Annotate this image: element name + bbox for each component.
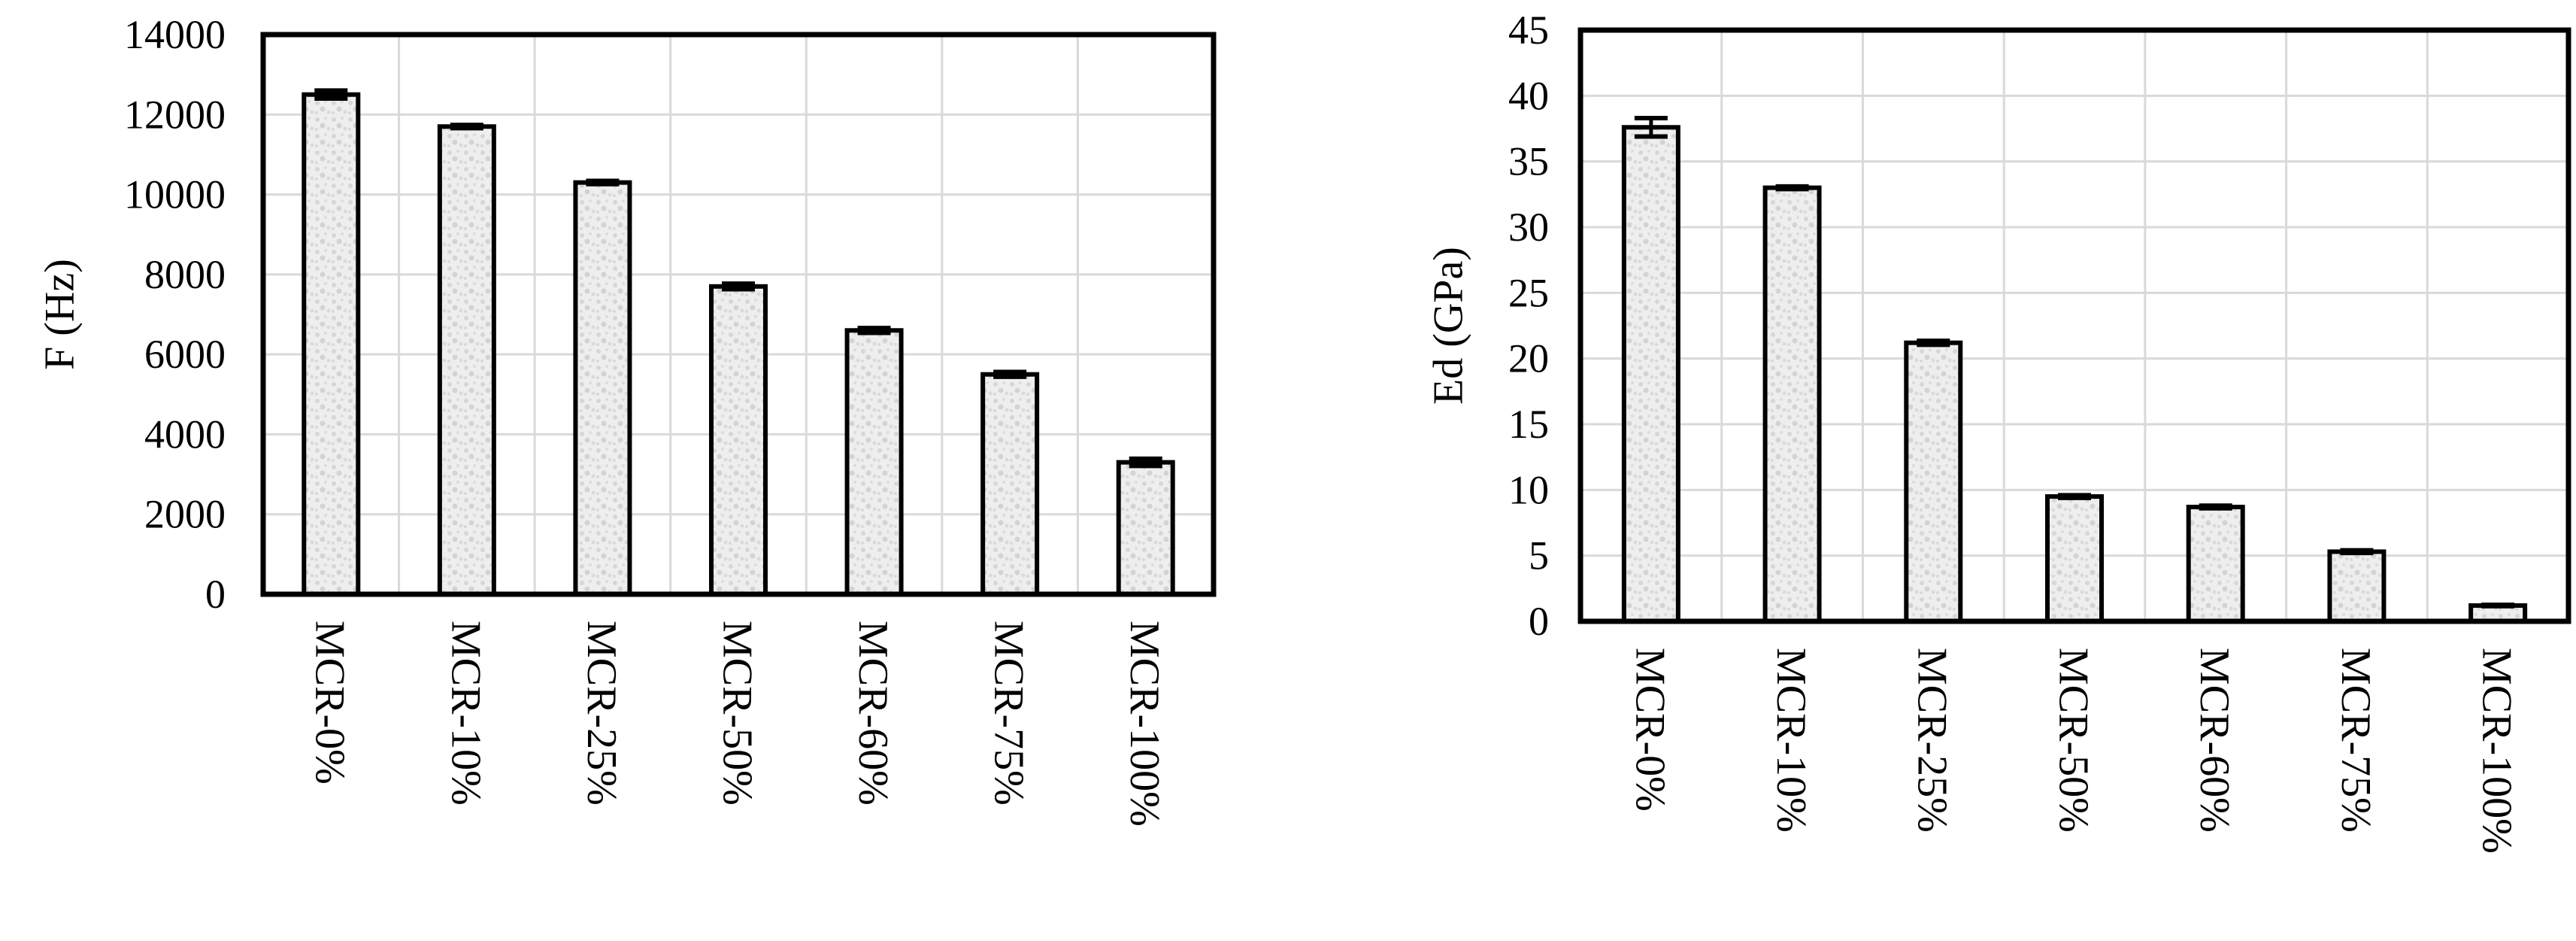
frequency-gridlines <box>263 33 1214 596</box>
frequency-error-bar <box>586 178 620 187</box>
modulus-y-tick-label: 35 <box>1508 139 1549 184</box>
modulus-y-tick-label: 45 <box>1508 8 1549 53</box>
modulus-error-bar <box>1917 338 1950 348</box>
modulus-y-tick-label: 25 <box>1508 270 1549 315</box>
frequency-y-tick-label: 8000 <box>144 252 226 297</box>
modulus-y-tick-label: 0 <box>1529 599 1549 644</box>
frequency-error-bar <box>314 88 348 102</box>
modulus-bar <box>2045 494 2104 624</box>
frequency-error-bars <box>314 88 1162 469</box>
modulus-error-bars <box>1634 116 2515 609</box>
frequency-error-bar <box>857 326 891 335</box>
frequency-category-label: MCR-100% <box>1121 621 1168 827</box>
frequency-error-bar <box>1129 456 1162 469</box>
modulus-error-bar <box>2199 503 2232 511</box>
modulus-category-label: MCR-10% <box>1768 648 1814 833</box>
modulus-y-tick-label: 20 <box>1508 336 1549 381</box>
frequency-category-label: MCR-60% <box>850 621 896 806</box>
modulus-error-bar <box>2340 548 2374 556</box>
frequency-bar <box>1116 460 1175 597</box>
frequency-y-axis-title: F (Hz) <box>37 259 83 370</box>
modulus-y-ticks: 0 5 10 15 20 25 30 35 40 45 <box>1508 8 1549 644</box>
frequency-y-tick-label: 14000 <box>124 12 226 57</box>
frequency-category-label: MCR-50% <box>714 621 760 806</box>
modulus-y-tick-label: 40 <box>1508 73 1549 118</box>
frequency-bar <box>844 328 904 596</box>
modulus-category-label: MCR-50% <box>2050 648 2096 833</box>
modulus-bar <box>1621 125 1680 624</box>
modulus-bar <box>1904 340 1963 624</box>
frequency-bar <box>980 372 1040 596</box>
frequency-bar <box>302 92 361 596</box>
frequency-bar <box>709 284 768 596</box>
frequency-y-ticks: 0 2000 4000 6000 8000 10000 12000 14000 <box>124 12 226 617</box>
modulus-category-label: MCR-100% <box>2474 648 2520 854</box>
modulus-category-label: MCR-60% <box>2191 648 2238 833</box>
frequency-plot-frame <box>260 32 1217 597</box>
frequency-error-bar <box>722 281 755 292</box>
frequency-bars <box>302 92 1175 597</box>
frequency-error-bar <box>993 369 1027 379</box>
frequency-category-label: MCR-10% <box>442 621 489 806</box>
modulus-y-tick-label: 5 <box>1529 533 1549 578</box>
frequency-bar <box>437 124 496 596</box>
modulus-bars <box>1621 125 2528 624</box>
frequency-category-label: MCR-75% <box>986 621 1032 806</box>
frequency-y-tick-label: 12000 <box>124 92 226 137</box>
modulus-error-bar <box>2058 493 2091 500</box>
frequency-y-tick-label: 0 <box>205 572 226 617</box>
modulus-y-tick-label: 15 <box>1508 402 1549 447</box>
frequency-error-bar <box>450 123 483 131</box>
frequency-y-tick-label: 6000 <box>144 332 226 377</box>
frequency-x-labels: MCR-0% MCR-10% MCR-25% MCR-50% MCR-60% MCR-75… <box>307 621 1168 827</box>
modulus-bar <box>2186 505 2245 624</box>
modulus-category-label: MCR-25% <box>1909 648 1956 833</box>
modulus-y-tick-label: 30 <box>1508 205 1549 250</box>
frequency-bar <box>573 180 632 596</box>
modulus-bar <box>2327 549 2387 624</box>
modulus-category-label: MCR-0% <box>1626 648 1673 812</box>
modulus-error-bar <box>2481 603 2515 609</box>
frequency-category-label: MCR-0% <box>307 621 353 785</box>
modulus-bar <box>1762 185 1822 624</box>
modulus-error-bar <box>1634 116 1668 139</box>
modulus-category-label: MCR-75% <box>2332 648 2379 833</box>
frequency-y-tick-label: 2000 <box>144 492 226 537</box>
frequency-y-tick-label: 10000 <box>124 172 226 217</box>
frequency-y-tick-label: 4000 <box>144 411 226 457</box>
modulus-plot-frame <box>1577 27 2571 624</box>
modulus-y-axis-title: Ed (GPa) <box>1426 247 1472 405</box>
frequency-category-label: MCR-25% <box>578 621 625 806</box>
modulus-x-labels: MCR-0% MCR-10% MCR-25% MCR-50% MCR-60% MCR-75… <box>1626 648 2520 854</box>
modulus-error-bar <box>1775 184 1809 192</box>
modulus-y-tick-label: 10 <box>1508 467 1549 512</box>
